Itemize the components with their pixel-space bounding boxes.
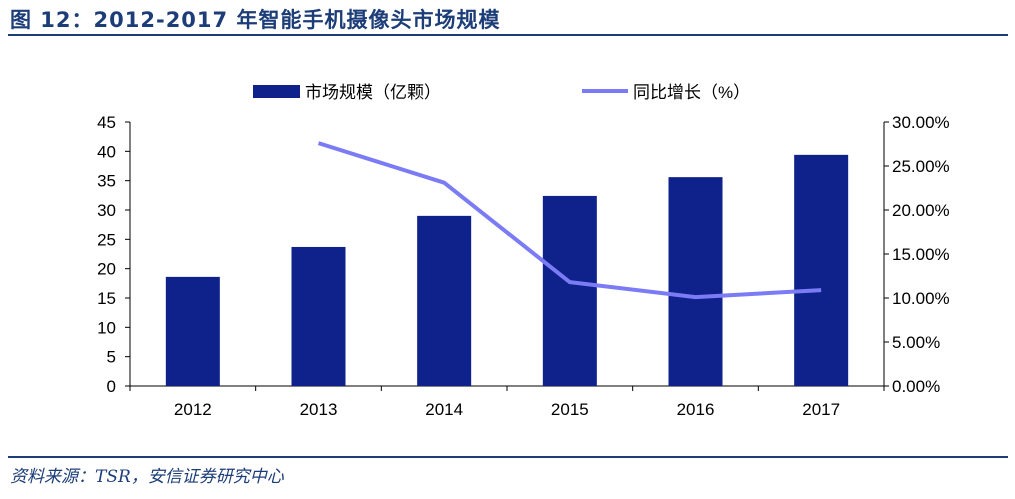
bar-2013 [291,246,346,386]
title-divider [8,34,1008,36]
right-tick-label: 25.00% [892,157,950,176]
right-tick-label: 5.00% [892,333,940,352]
left-tick-label: 5 [107,348,116,367]
x-tick-label: 2012 [174,400,212,419]
legend-line-label: 同比增长（%） [633,83,750,102]
left-tick-label: 0 [107,377,116,396]
x-tick-label: 2013 [300,400,338,419]
right-tick-label: 15.00% [892,245,950,264]
bar-2017 [794,154,849,386]
source-note: 资料来源：TSR，安信证券研究中心 [10,467,284,487]
bar-2016 [668,177,723,386]
x-tick-label: 2014 [425,400,463,419]
left-tick-label: 30 [97,201,116,220]
right-tick-label: 30.00% [892,113,950,132]
legend-bar-label: 市场规模（亿颗） [305,83,441,102]
left-tick-label: 20 [97,260,116,279]
figure-title: 图 12：2012-2017 年智能手机摄像头市场规模 [10,8,501,32]
legend-bar-swatch [253,85,300,98]
left-tick-label: 35 [97,172,116,191]
left-tick-label: 25 [97,230,116,249]
x-tick-label: 2016 [677,400,715,419]
left-tick-label: 40 [97,142,116,161]
source-divider [8,456,1008,458]
right-tick-label: 0.00% [892,377,940,396]
left-tick-label: 15 [97,289,116,308]
right-tick-label: 10.00% [892,289,950,308]
x-tick-label: 2015 [551,400,589,419]
x-tick-label: 2017 [802,400,840,419]
bar-2012 [165,276,220,386]
bar-2014 [417,215,472,386]
left-tick-label: 45 [97,113,116,132]
bar-2015 [542,195,597,386]
left-tick-label: 10 [97,318,116,337]
right-tick-label: 20.00% [892,201,950,220]
